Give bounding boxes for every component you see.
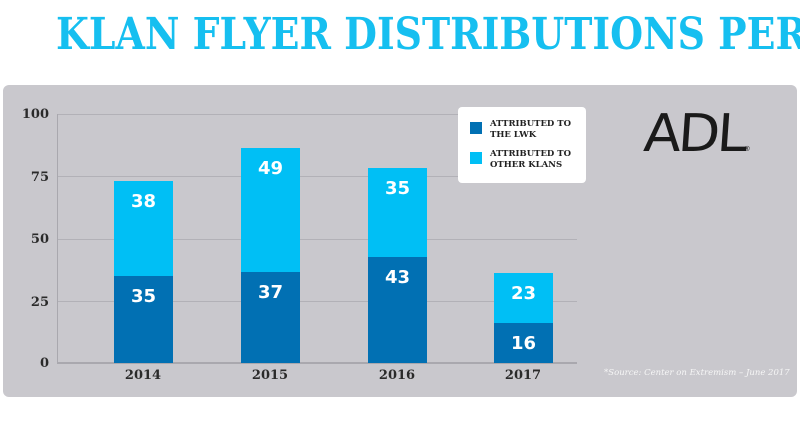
y-axis-line bbox=[57, 114, 58, 364]
logo-text: ADL bbox=[641, 104, 747, 164]
gridline-50 bbox=[57, 239, 577, 240]
x-tick-2016: 2016 bbox=[378, 368, 416, 383]
bar-2016-lwk: 43 bbox=[368, 257, 427, 363]
bar-2015-lwk: 37 bbox=[241, 272, 300, 363]
y-tick-0: 0 bbox=[39, 356, 49, 371]
legend-swatch-lwk bbox=[470, 122, 482, 134]
legend-swatch-other bbox=[470, 152, 482, 164]
legend-item-other: ATTRIBUTED TO OTHER KLANS bbox=[470, 149, 580, 171]
y-tick-100: 100 bbox=[21, 107, 49, 122]
bar-value: 35 bbox=[384, 178, 411, 199]
legend-label: ATTRIBUTED TO THE LWK bbox=[490, 119, 571, 140]
bar-value: 38 bbox=[130, 191, 157, 212]
chart-title: KLAN FLYER DISTRIBUTIONS PER YEAR bbox=[56, 9, 800, 60]
bar-2016-other: 35 bbox=[368, 168, 427, 257]
registered-mark: ® bbox=[743, 145, 751, 153]
bar-value: 23 bbox=[510, 283, 537, 304]
x-tick-2017: 2017 bbox=[504, 368, 542, 383]
bar-value: 16 bbox=[510, 333, 537, 354]
bar-2017-other: 23 bbox=[494, 273, 553, 323]
bar-2014-lwk: 35 bbox=[114, 276, 173, 363]
y-tick-50: 50 bbox=[30, 232, 49, 247]
x-axis-line bbox=[57, 362, 577, 364]
gridline-25 bbox=[57, 301, 577, 302]
bar-2015-other: 49 bbox=[241, 148, 300, 272]
legend-label: ATTRIBUTED TO OTHER KLANS bbox=[490, 149, 571, 170]
x-tick-2015: 2015 bbox=[251, 368, 289, 383]
bar-2017-lwk: 16 bbox=[494, 323, 553, 363]
y-tick-75: 75 bbox=[30, 170, 49, 185]
plot-area bbox=[57, 114, 577, 364]
gridline-75 bbox=[57, 176, 577, 177]
source-note: *Source: Center on Extremism – June 2017 bbox=[604, 368, 790, 378]
x-tick-2014: 2014 bbox=[124, 368, 162, 383]
legend: ATTRIBUTED TO THE LWK ATTRIBUTED TO OTHE… bbox=[458, 107, 586, 183]
y-tick-25: 25 bbox=[30, 295, 49, 310]
legend-item-lwk: ATTRIBUTED TO THE LWK bbox=[470, 119, 580, 141]
bar-2014-other: 38 bbox=[114, 181, 173, 276]
adl-logo: ADL® bbox=[641, 104, 754, 177]
bar-value: 37 bbox=[257, 282, 284, 303]
gridline-100 bbox=[57, 114, 577, 115]
bar-value: 35 bbox=[130, 286, 157, 307]
bar-value: 43 bbox=[384, 267, 411, 288]
bar-value: 49 bbox=[257, 158, 284, 179]
